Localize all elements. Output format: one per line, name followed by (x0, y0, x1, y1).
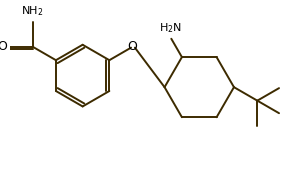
Text: O: O (0, 40, 8, 53)
Text: NH$_2$: NH$_2$ (21, 4, 44, 18)
Text: O: O (127, 40, 137, 53)
Text: H$_2$N: H$_2$N (159, 21, 182, 35)
